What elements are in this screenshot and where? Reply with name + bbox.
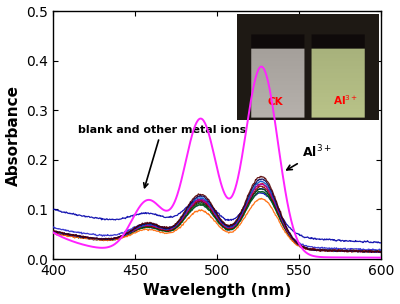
X-axis label: Wavelength (nm): Wavelength (nm) — [143, 283, 291, 299]
Text: Al$^{3+}$: Al$^{3+}$ — [287, 144, 332, 170]
Y-axis label: Absorbance: Absorbance — [6, 85, 20, 185]
Text: blank and other metal ions: blank and other metal ions — [78, 125, 246, 188]
